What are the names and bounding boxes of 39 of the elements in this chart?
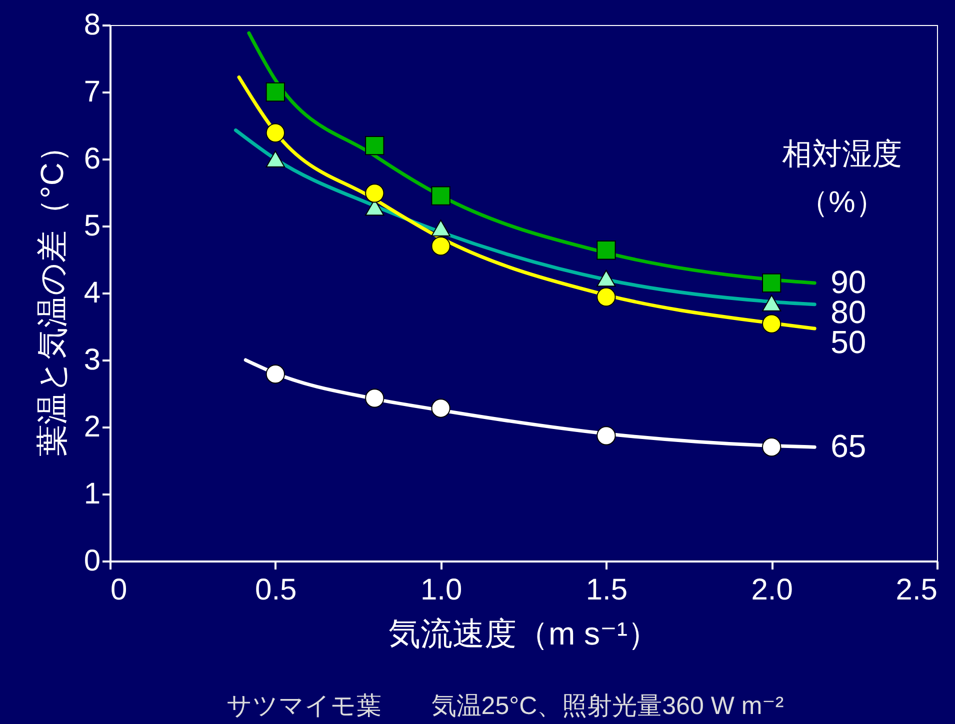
point [762, 314, 782, 334]
point [431, 398, 450, 418]
point [266, 364, 285, 384]
point [266, 150, 285, 168]
y-axis-title: 葉温と気温の差（°C） [34, 130, 70, 456]
point [596, 270, 616, 287]
y-tick-label: 0 [84, 544, 100, 578]
y-tick-label: 1 [84, 478, 100, 510]
x-axis-title: 気流速度（m s⁻¹） [388, 616, 660, 652]
y-tick-label: 7 [84, 76, 100, 108]
legend-title: 相対湿度（%） [782, 138, 902, 219]
x-tick-label: 1.5 [586, 574, 628, 606]
y-tick-label: 3 [84, 344, 100, 376]
point [365, 136, 384, 156]
point [431, 220, 450, 236]
text: サツマイモ葉 気温25°C、照射光量360 W m⁻² [226, 692, 784, 720]
y-tick-label: 2 [84, 410, 100, 444]
point [596, 287, 616, 307]
point [596, 240, 616, 260]
y-tick-label: 6 [84, 142, 100, 176]
y-tick-label: 8 [84, 8, 100, 42]
point [762, 273, 782, 293]
y-tick-label: 5 [84, 210, 100, 242]
point [596, 426, 616, 446]
series-label: 65 [830, 428, 866, 464]
x-tick-label: 2.0 [751, 574, 793, 606]
point [266, 82, 285, 102]
x-tick-label: 0 [110, 574, 128, 606]
point [762, 438, 782, 457]
point [762, 294, 782, 312]
y-tick-label: 4 [84, 276, 100, 310]
x-tick-label: 2.5 [896, 574, 938, 606]
point [365, 184, 384, 203]
point [266, 123, 285, 142]
x-tick-label: 1.0 [420, 574, 462, 606]
point [431, 186, 450, 206]
x-tick-label: 0.5 [255, 574, 297, 606]
point [365, 388, 384, 408]
point [431, 236, 450, 256]
